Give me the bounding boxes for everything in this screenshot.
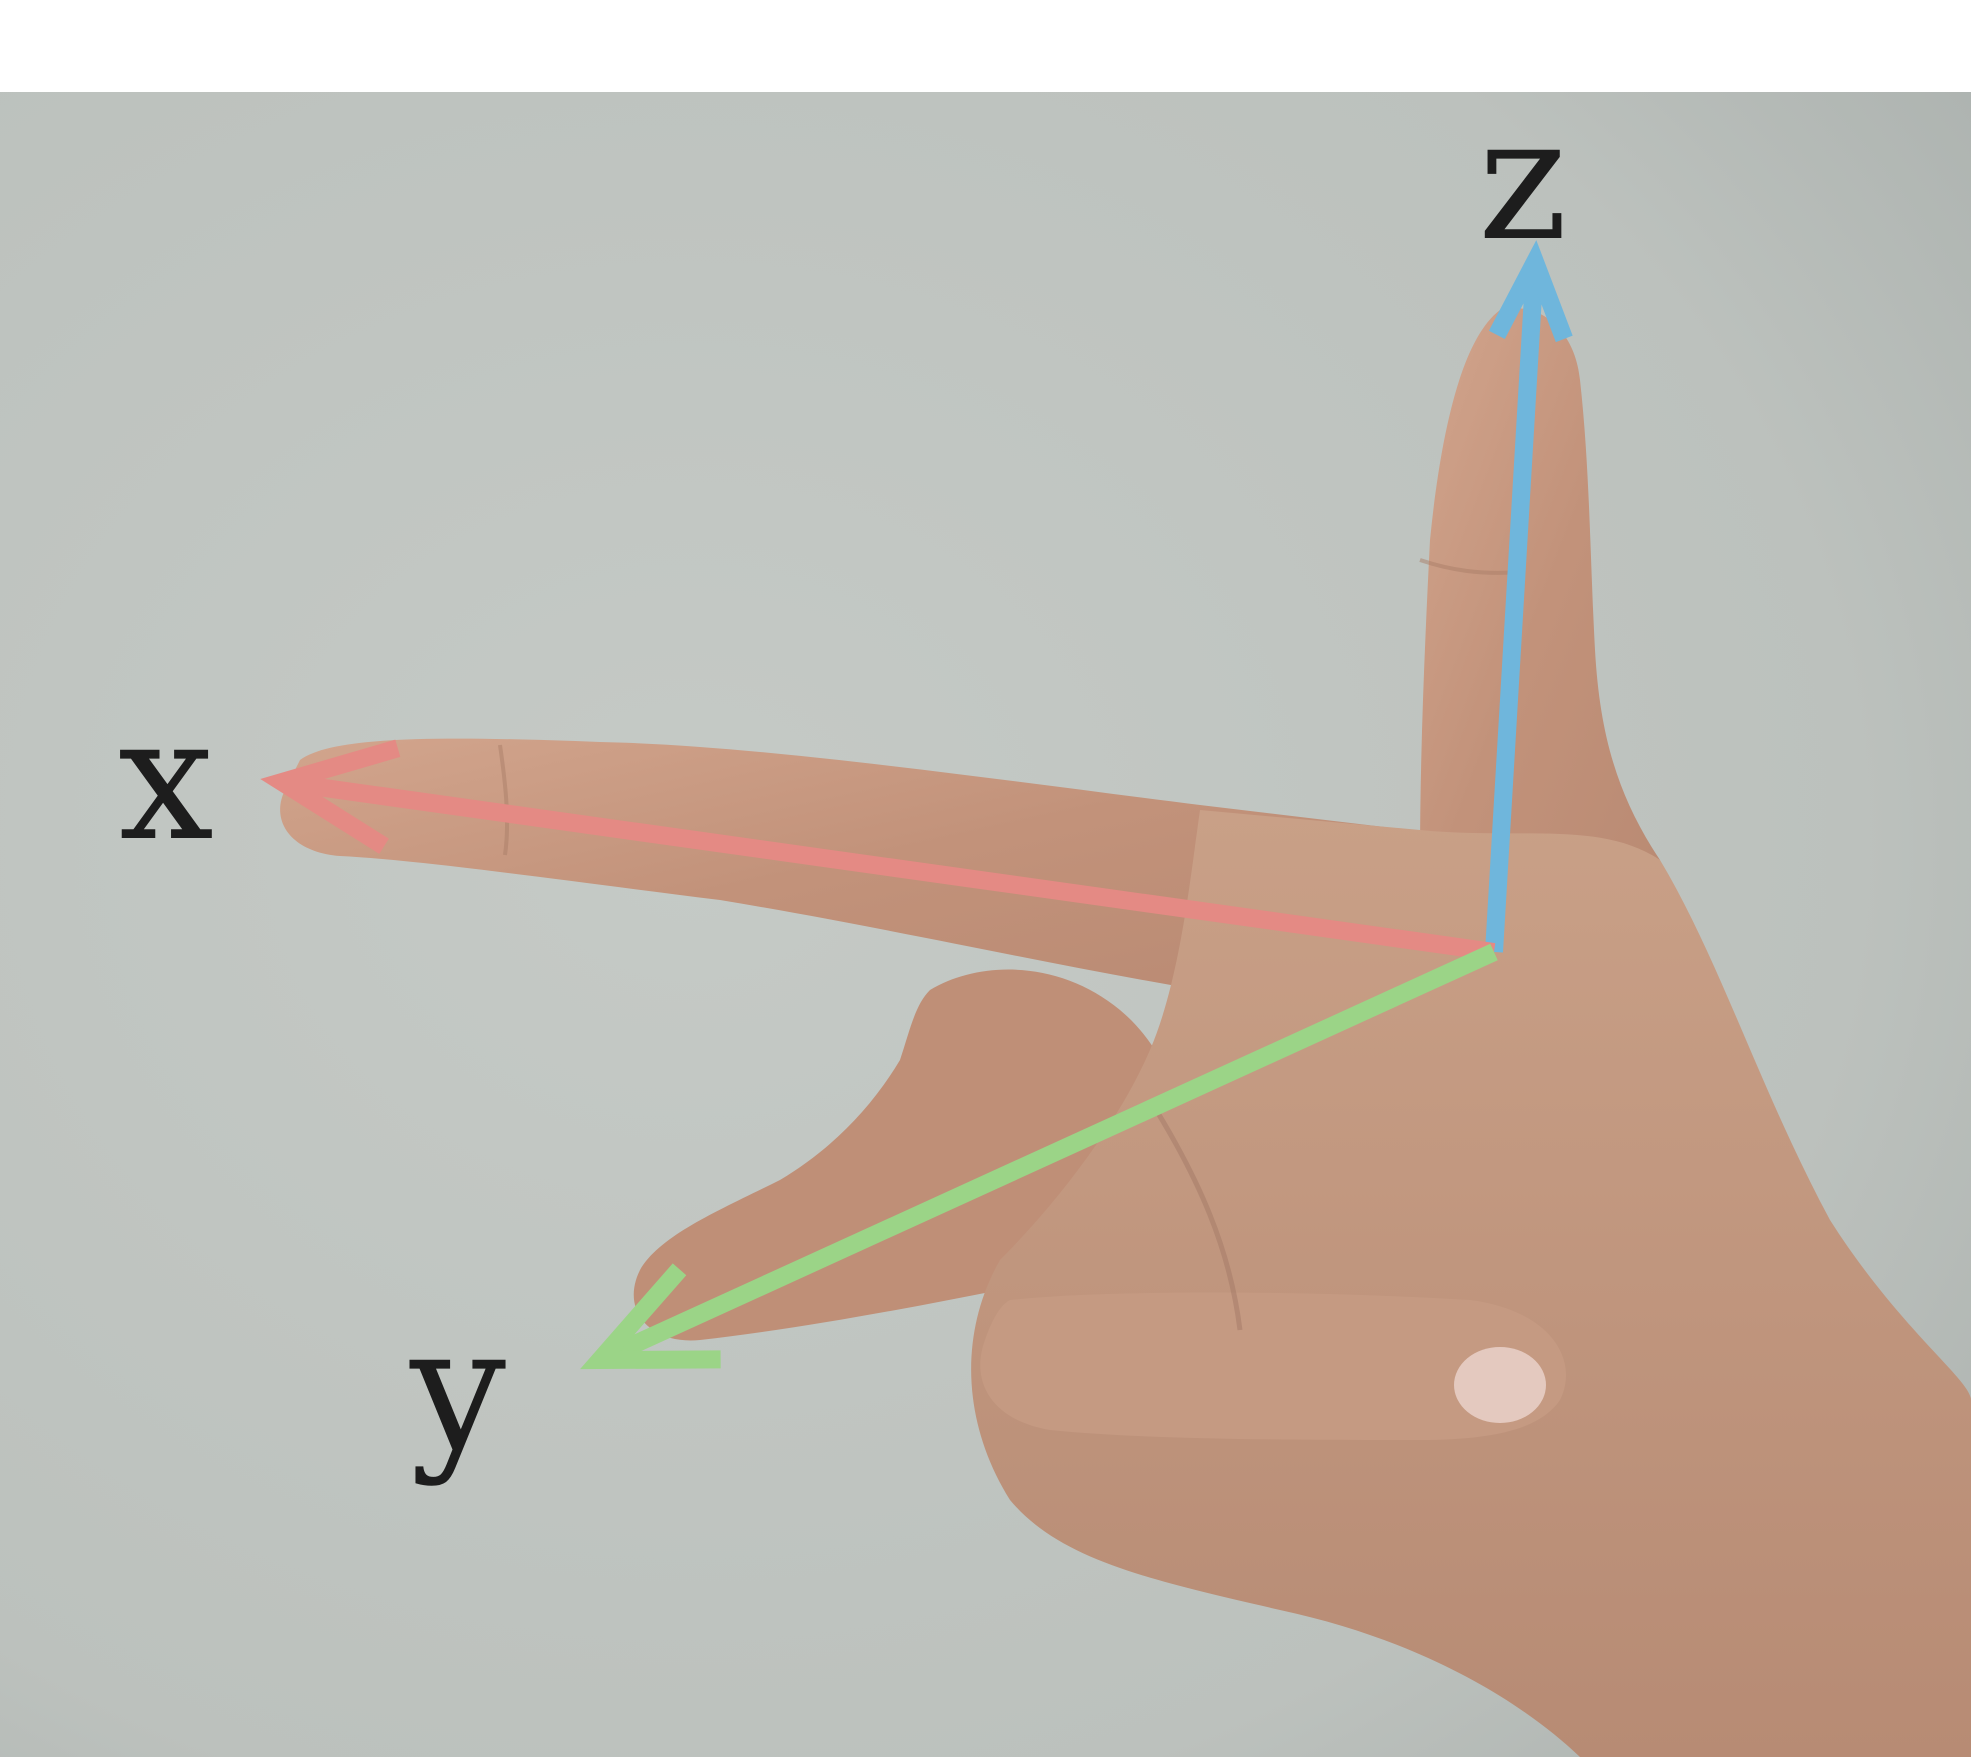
axis-label-x: x: [118, 681, 214, 879]
axes: [260, 240, 1573, 1370]
axis-shaft-z: [1485, 261, 1544, 953]
top-margin: [0, 0, 1971, 92]
axis-shaft-y: [596, 943, 1498, 1369]
axis-label-y: y: [409, 1291, 506, 1489]
axis-arrowhead-x: [260, 739, 401, 854]
ring-finger: [980, 1292, 1566, 1440]
axis-shaft-x: [280, 773, 1496, 961]
axis-arrow-x: [260, 739, 1496, 961]
axis-arrowhead-y: [580, 1263, 721, 1370]
knuckle-crease-1: [498, 744, 510, 856]
axis-arrow-z: [1485, 240, 1573, 953]
axis-arrowhead-z: [1488, 240, 1573, 343]
thumb: [1420, 308, 1660, 930]
palm: [971, 810, 1971, 1757]
palm-crease: [1147, 1098, 1243, 1331]
axis-arrow-y: [580, 943, 1498, 1370]
axis-label-z: z: [1478, 81, 1568, 279]
fingernail: [1454, 1347, 1546, 1423]
